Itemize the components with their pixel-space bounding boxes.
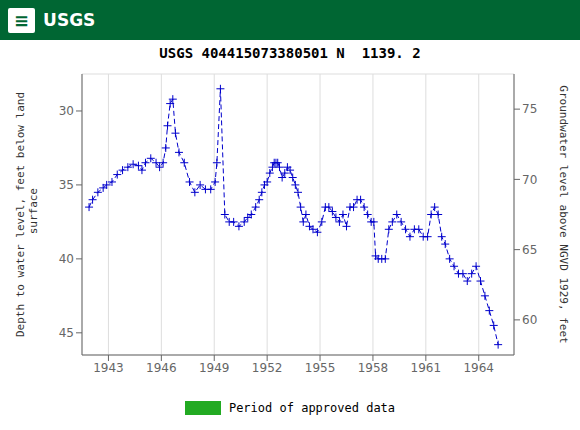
svg-text:40: 40 bbox=[59, 252, 74, 266]
svg-text:1955: 1955 bbox=[305, 361, 336, 375]
svg-text:1949: 1949 bbox=[199, 361, 230, 375]
svg-text:Groundwater level above NGVD 1: Groundwater level above NGVD 1929, feet bbox=[557, 85, 570, 343]
svg-text:1946: 1946 bbox=[146, 361, 177, 375]
svg-text:1943: 1943 bbox=[93, 361, 124, 375]
svg-text:30: 30 bbox=[59, 104, 74, 118]
svg-text:1958: 1958 bbox=[358, 361, 389, 375]
html-text:USGS: USGS bbox=[43, 10, 96, 30]
svg-text:1961: 1961 bbox=[411, 361, 442, 375]
html-text:USGS 404415073380501 N 1139. 2: USGS 404415073380501 N 1139. 2 bbox=[159, 45, 421, 61]
svg-text:45: 45 bbox=[59, 326, 74, 340]
svg-text:60: 60 bbox=[522, 313, 537, 327]
svg-text:70: 70 bbox=[522, 173, 537, 187]
svg-text:65: 65 bbox=[522, 243, 537, 257]
svg-text:75: 75 bbox=[522, 102, 537, 116]
svg-text:35: 35 bbox=[59, 178, 74, 192]
svg-text:1964: 1964 bbox=[463, 361, 494, 375]
svg-text:1952: 1952 bbox=[252, 361, 283, 375]
html-text:Period of approved data: Period of approved data bbox=[228, 401, 396, 415]
svg-text:Depth to water level, feet bel: Depth to water level, feet below land su… bbox=[14, 92, 40, 337]
